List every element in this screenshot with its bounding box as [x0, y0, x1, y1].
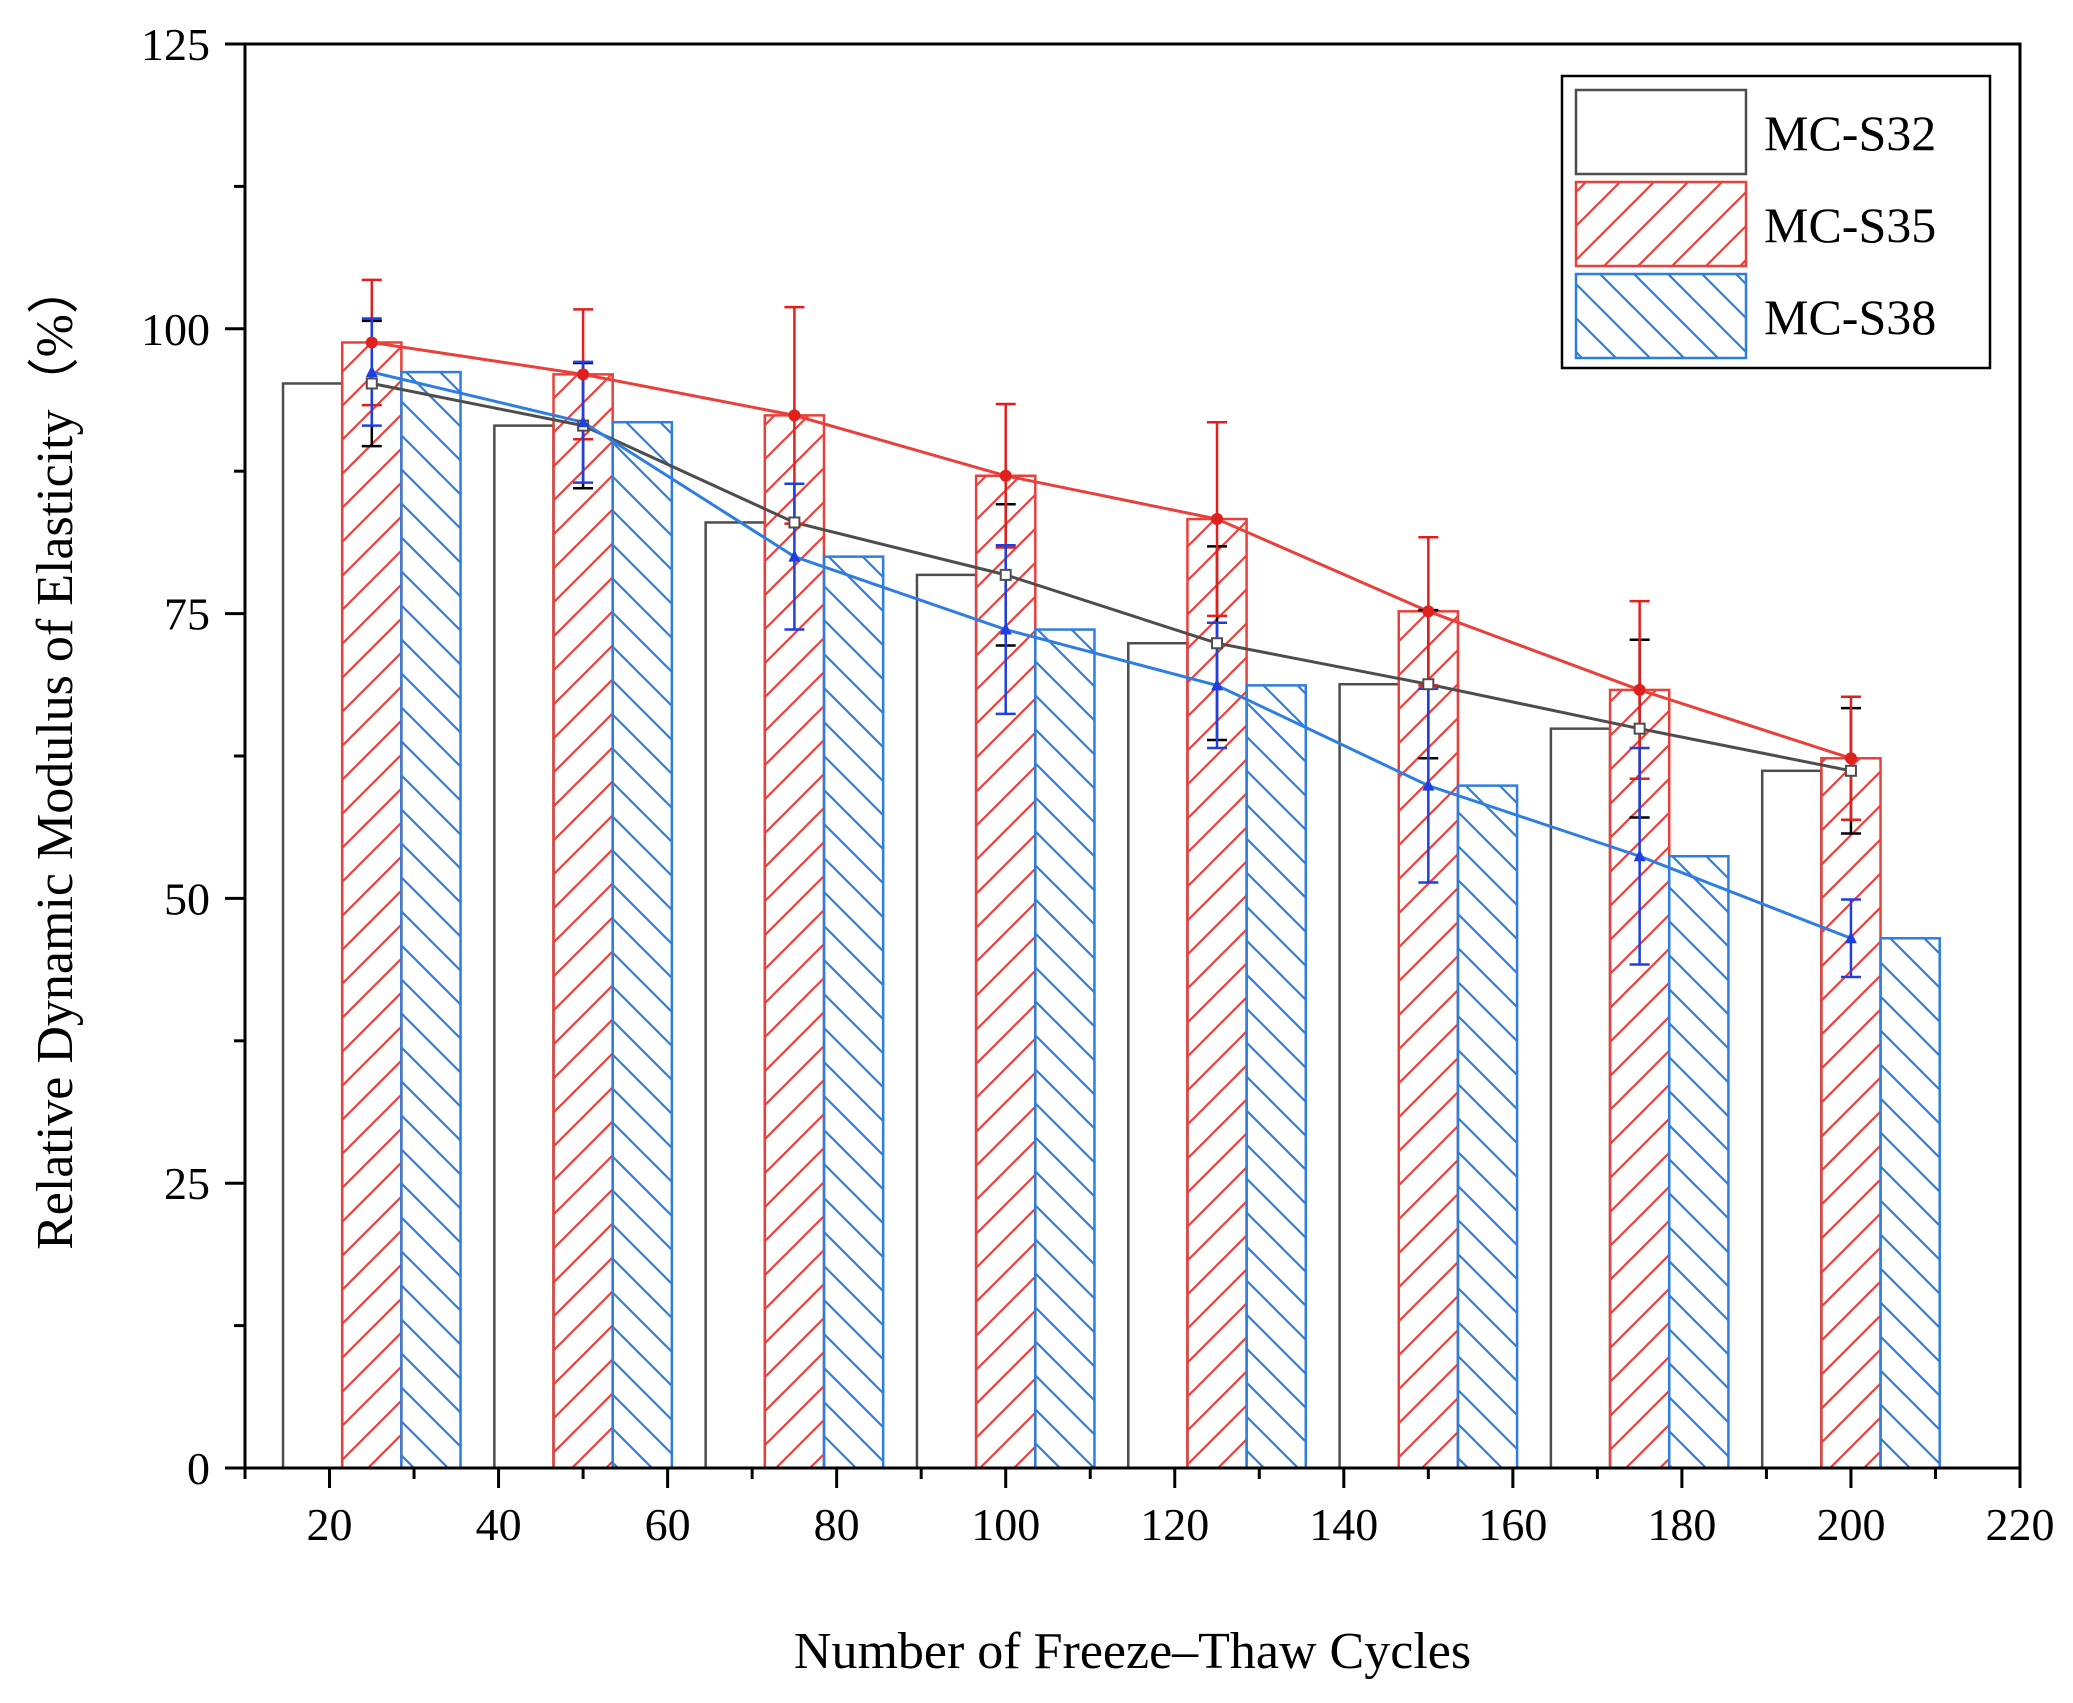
bar-mc-s32-75 — [704, 521, 767, 1470]
legend-swatch — [1574, 88, 1748, 176]
line-mc-s38 — [371, 370, 1852, 940]
line-mc-s32 — [371, 382, 1852, 773]
legend: MC-S32 MC-S35 MC-S38 — [1560, 74, 1992, 370]
bar-mc-s35-200 — [1820, 757, 1882, 1470]
markers-layer — [365, 336, 1857, 944]
marker-mc-s32-200 — [1844, 764, 1857, 777]
y-tick-label: 50 — [164, 873, 210, 924]
marker-mc-s38-100 — [999, 622, 1012, 635]
x-tick-label: 160 — [1478, 1499, 1547, 1550]
legend-label: MC-S32 — [1764, 105, 1936, 161]
bar-mc-s38-150 — [1456, 784, 1519, 1470]
bar-mc-s38-25 — [400, 370, 462, 1470]
marker-mc-s35-175 — [1633, 683, 1646, 696]
line-mc-s35 — [371, 340, 1852, 760]
bar-mc-s38-175 — [1667, 854, 1730, 1470]
marker-mc-s38-25 — [365, 365, 378, 378]
marker-mc-s38-50 — [577, 415, 590, 428]
marker-mc-s38-175 — [1633, 849, 1646, 862]
marker-mc-s38-125 — [1211, 678, 1224, 691]
legend-item-mc-s35: MC-S35 — [1574, 180, 1936, 268]
bar-mc-s38-100 — [1034, 628, 1096, 1470]
legend-item-mc-s32: MC-S32 — [1574, 88, 1936, 176]
bar-mc-s35-25 — [340, 341, 403, 1470]
bar-mc-s32-150 — [1338, 682, 1401, 1470]
bar-mc-s32-25 — [281, 382, 344, 1470]
bar-mc-s32-50 — [493, 424, 555, 1470]
x-tick-label: 80 — [814, 1499, 860, 1550]
bar-mc-s38-200 — [1879, 937, 1941, 1470]
bar-mc-s38-125 — [1245, 684, 1308, 1470]
x-tick-label: 20 — [307, 1499, 353, 1550]
y-axis-title: Relative Dynamic Modulus of Elasticity（%… — [27, 262, 84, 1250]
legend-label: MC-S38 — [1764, 289, 1936, 345]
x-tick-label: 140 — [1309, 1499, 1378, 1550]
legend-item-mc-s38: MC-S38 — [1574, 272, 1936, 360]
legend-swatch — [1574, 180, 1748, 268]
marker-mc-s38-75 — [788, 549, 801, 562]
legend-label: MC-S35 — [1764, 197, 1936, 253]
marker-mc-s35-25 — [365, 336, 378, 349]
y-tick-label: 0 — [187, 1443, 210, 1494]
marker-mc-s38-150 — [1422, 778, 1435, 791]
x-axis-title: Number of Freeze–Thaw Cycles — [794, 1623, 1471, 1680]
bar-mc-s32-125 — [1127, 641, 1189, 1470]
marker-mc-s35-150 — [1422, 605, 1435, 618]
bars-layer — [281, 341, 1941, 1470]
axes-layer: 20 40 60 80 100 120 140 160 180 200 220 0 25 50 75 100 1… — [141, 19, 2055, 1550]
marker-mc-s32-75 — [788, 516, 801, 529]
y-tick-label: 25 — [164, 1158, 210, 1209]
x-tick-label: 200 — [1816, 1499, 1885, 1550]
bar-mc-s38-50 — [611, 420, 674, 1470]
marker-mc-s32-25 — [365, 377, 378, 390]
x-tick-label: 120 — [1140, 1499, 1209, 1550]
y-tick-label: 125 — [141, 19, 210, 70]
y-tick-label: 100 — [141, 304, 210, 355]
bar-mc-s38-75 — [822, 555, 885, 1470]
marker-mc-s35-75 — [788, 409, 801, 422]
marker-mc-s32-125 — [1211, 637, 1224, 650]
marker-mc-s32-175 — [1633, 722, 1646, 735]
marker-mc-s32-150 — [1422, 678, 1435, 691]
bar-mc-s32-100 — [915, 573, 978, 1470]
bar-mc-s35-50 — [552, 373, 614, 1470]
marker-mc-s32-100 — [999, 568, 1012, 581]
bar-mc-s32-200 — [1760, 769, 1823, 1470]
x-tick-label: 220 — [1986, 1499, 2055, 1550]
x-tick-label: 40 — [476, 1499, 522, 1550]
legend-swatch — [1574, 272, 1748, 360]
marker-mc-s35-125 — [1211, 513, 1224, 526]
y-tick-label: 75 — [164, 589, 210, 640]
marker-mc-s35-100 — [999, 469, 1012, 482]
bar-mc-s32-175 — [1549, 727, 1612, 1470]
marker-mc-s35-50 — [577, 368, 590, 381]
x-tick-label: 100 — [971, 1499, 1040, 1550]
x-tick-label: 180 — [1647, 1499, 1716, 1550]
x-tick-label: 60 — [645, 1499, 691, 1550]
marker-mc-s35-200 — [1844, 752, 1857, 765]
marker-mc-s38-200 — [1844, 931, 1857, 944]
lines-layer — [371, 340, 1852, 940]
